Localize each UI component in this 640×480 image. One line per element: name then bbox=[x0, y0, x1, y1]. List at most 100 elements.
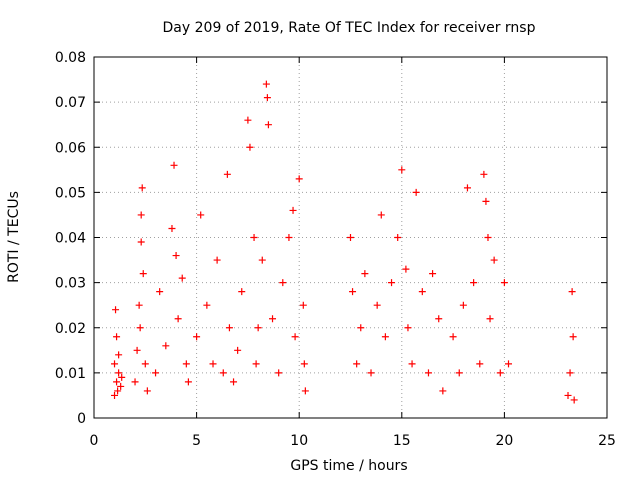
data-point bbox=[112, 306, 120, 314]
data-point bbox=[353, 360, 361, 368]
data-point bbox=[482, 197, 490, 205]
data-point bbox=[301, 387, 309, 395]
x-axis-label: GPS time / hours bbox=[290, 458, 407, 474]
data-point bbox=[476, 360, 484, 368]
y-tick-label: 0.02 bbox=[55, 321, 86, 337]
data-point bbox=[299, 301, 307, 309]
data-point bbox=[300, 360, 308, 368]
y-tick-label: 0.05 bbox=[55, 185, 86, 201]
data-point bbox=[388, 279, 396, 287]
data-point bbox=[505, 360, 513, 368]
data-point bbox=[435, 315, 443, 323]
data-point bbox=[459, 301, 467, 309]
x-tick-label: 10 bbox=[290, 433, 308, 449]
data-point bbox=[113, 333, 121, 341]
data-point bbox=[162, 342, 170, 350]
data-point bbox=[377, 211, 385, 219]
data-point bbox=[279, 279, 287, 287]
data-point bbox=[291, 333, 299, 341]
data-point bbox=[424, 369, 432, 377]
data-point bbox=[138, 184, 146, 192]
data-point bbox=[463, 184, 471, 192]
data-point bbox=[197, 211, 205, 219]
data-point bbox=[269, 315, 277, 323]
y-tick-label: 0.07 bbox=[55, 95, 86, 111]
data-point bbox=[285, 234, 293, 241]
axis-ticks: 0 5 10 15 20 25 0 0.01 0.02 0.03 0.04 0.05 0.06 0.07 0… bbox=[55, 50, 616, 449]
data-point bbox=[250, 234, 258, 241]
data-point bbox=[480, 170, 488, 178]
data-point bbox=[566, 369, 574, 377]
data-point bbox=[139, 270, 147, 278]
data-point bbox=[455, 369, 463, 377]
data-point bbox=[252, 360, 260, 368]
y-tick-label: 0.08 bbox=[55, 50, 86, 66]
data-point bbox=[500, 279, 508, 287]
data-point bbox=[349, 288, 357, 296]
data-point bbox=[262, 80, 270, 88]
data-point bbox=[418, 288, 426, 296]
plot-frame bbox=[93, 56, 608, 419]
data-point bbox=[381, 333, 389, 341]
data-point bbox=[569, 333, 577, 341]
data-point bbox=[570, 396, 578, 404]
data-point bbox=[402, 265, 410, 273]
data-point bbox=[394, 234, 402, 241]
data-point bbox=[258, 256, 266, 264]
data-point bbox=[114, 387, 122, 395]
data-point bbox=[131, 378, 139, 386]
data-points bbox=[111, 80, 578, 404]
y-tick-label: 0.01 bbox=[55, 366, 86, 382]
y-tick-label: 0.03 bbox=[55, 276, 86, 292]
data-point bbox=[490, 256, 498, 264]
data-point bbox=[174, 315, 182, 323]
data-point bbox=[156, 288, 164, 296]
data-point bbox=[470, 279, 478, 287]
data-point bbox=[172, 252, 180, 260]
x-tick-label: 25 bbox=[598, 433, 616, 449]
y-tick-label: 0.04 bbox=[55, 231, 86, 247]
data-point bbox=[225, 324, 233, 332]
data-point bbox=[117, 382, 125, 390]
data-point bbox=[439, 387, 447, 395]
data-point bbox=[246, 143, 254, 151]
data-point bbox=[347, 234, 354, 241]
data-point bbox=[137, 211, 145, 219]
data-point bbox=[564, 391, 572, 399]
data-point bbox=[244, 116, 252, 124]
data-point bbox=[254, 324, 262, 332]
data-point bbox=[568, 288, 576, 296]
chart-title: Day 209 of 2019, Rate Of TEC Index for r… bbox=[163, 20, 536, 36]
data-point bbox=[496, 369, 504, 377]
data-point bbox=[168, 224, 176, 232]
data-point bbox=[264, 121, 272, 129]
data-point bbox=[408, 360, 416, 368]
data-point bbox=[449, 333, 457, 341]
data-point bbox=[143, 387, 151, 395]
data-point bbox=[412, 188, 420, 196]
data-point bbox=[429, 270, 437, 278]
x-tick-label: 15 bbox=[393, 433, 411, 449]
data-point bbox=[184, 378, 192, 386]
data-point bbox=[209, 360, 217, 368]
data-point bbox=[361, 270, 369, 278]
data-point bbox=[135, 301, 143, 309]
data-point bbox=[289, 206, 297, 214]
data-point bbox=[230, 378, 238, 386]
data-point bbox=[238, 288, 246, 296]
data-point bbox=[118, 373, 126, 381]
data-point bbox=[367, 369, 375, 377]
data-point bbox=[141, 360, 149, 368]
data-point bbox=[404, 324, 412, 332]
x-tick-label: 0 bbox=[90, 433, 99, 449]
data-point bbox=[111, 391, 119, 399]
x-tick-label: 5 bbox=[192, 433, 201, 449]
y-tick-label: 0.06 bbox=[55, 140, 86, 156]
data-point bbox=[263, 94, 271, 102]
y-tick-label: 0 bbox=[77, 411, 86, 427]
data-point bbox=[484, 234, 492, 241]
data-point bbox=[295, 175, 303, 183]
data-point bbox=[137, 238, 145, 246]
